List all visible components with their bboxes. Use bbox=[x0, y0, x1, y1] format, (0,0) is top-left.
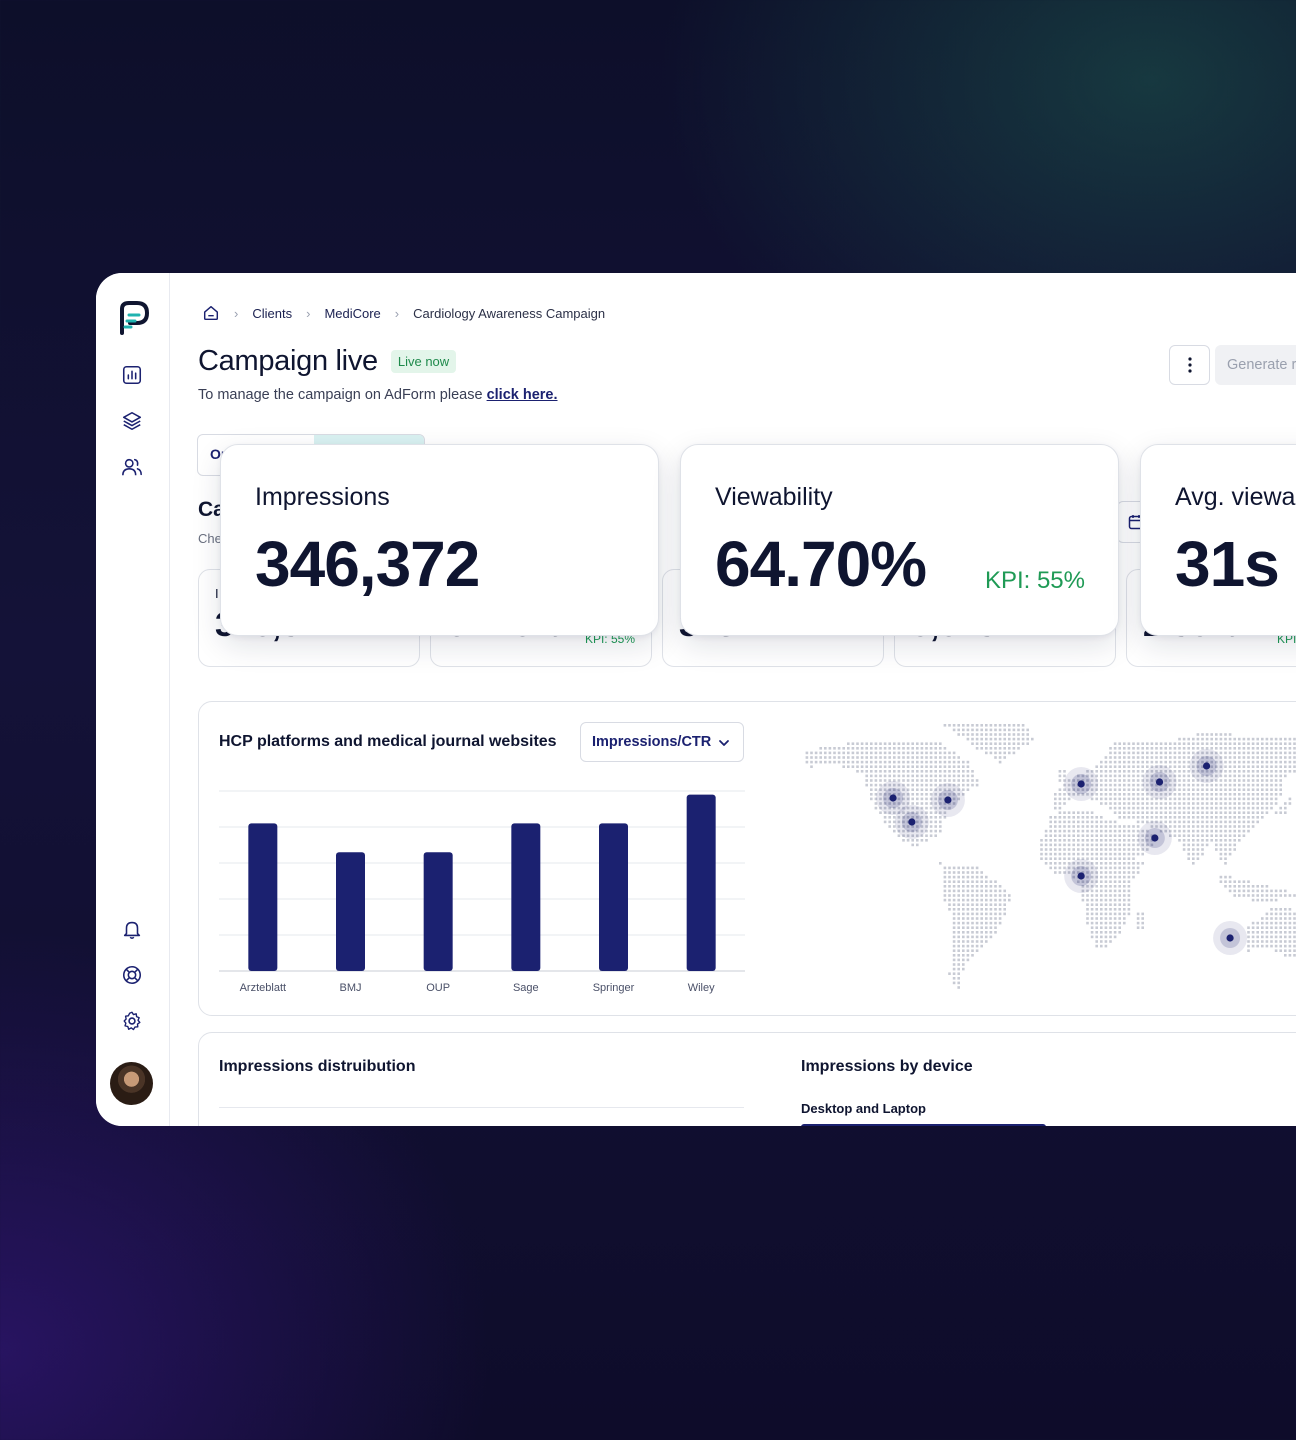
main-content: › Clients › MediCore › Cardiology Awaren… bbox=[170, 273, 1296, 1126]
dropdown-value: Impressions/CTR bbox=[592, 734, 712, 750]
brand-logo[interactable] bbox=[117, 301, 151, 335]
distribution-panel: Impressions distruibution Impressions by… bbox=[198, 1032, 1296, 1126]
platforms-panel: HCP platforms and medical journal websit… bbox=[198, 701, 1296, 1016]
stat-value: 64.70% bbox=[715, 528, 927, 600]
x-tick-label: Wiley bbox=[688, 982, 715, 994]
x-tick-label: Arzteblatt bbox=[240, 982, 286, 994]
section-subtitle: Che bbox=[198, 531, 222, 546]
bar-bmj[interactable] bbox=[336, 852, 365, 971]
breadcrumb: › Clients › MediCore › Cardiology Awaren… bbox=[202, 304, 605, 322]
chevron-down-icon bbox=[719, 740, 729, 746]
bar-springer[interactable] bbox=[599, 823, 628, 971]
device-label: Desktop and Laptop bbox=[801, 1101, 926, 1116]
gear-icon[interactable] bbox=[120, 1009, 144, 1033]
stat-label: Avg. viewa bbox=[1175, 483, 1296, 511]
map-marker[interactable] bbox=[1202, 762, 1211, 770]
breadcrumb-campaign: Cardiology Awareness Campaign bbox=[413, 305, 606, 321]
home-icon[interactable] bbox=[202, 304, 220, 322]
map-marker[interactable] bbox=[889, 794, 897, 802]
map-marker[interactable] bbox=[1155, 778, 1164, 786]
breadcrumb-clients[interactable]: Clients bbox=[252, 305, 293, 321]
adform-link[interactable]: click here. bbox=[486, 387, 558, 403]
stat-card-impressions[interactable]: Impressions 346,372 bbox=[220, 444, 659, 636]
world-map bbox=[805, 724, 1296, 989]
x-tick-label: Sage bbox=[513, 982, 539, 994]
avatar[interactable] bbox=[110, 1062, 153, 1105]
section-title: Ca bbox=[198, 498, 225, 521]
stat-value: 31s bbox=[1175, 528, 1280, 600]
stat-kpi: KPI: 55% bbox=[984, 567, 1085, 594]
chart-icon[interactable] bbox=[120, 363, 144, 387]
map-dots bbox=[805, 724, 1296, 989]
x-tick-label: Springer bbox=[593, 982, 635, 994]
sidebar bbox=[96, 273, 170, 1126]
generate-report-button[interactable]: Generate r bbox=[1215, 345, 1296, 385]
x-tick-label: BMJ bbox=[340, 982, 362, 994]
page-subtitle: To manage the campaign on AdForm please … bbox=[198, 387, 558, 403]
bar-wiley[interactable] bbox=[686, 794, 716, 971]
subtitle-text: To manage the campaign on AdForm please bbox=[198, 387, 487, 403]
breadcrumb-client[interactable]: MediCore bbox=[324, 305, 381, 321]
divider bbox=[219, 1107, 744, 1108]
map-marker[interactable] bbox=[1151, 834, 1159, 842]
users-icon[interactable] bbox=[120, 455, 144, 479]
map-marker[interactable] bbox=[1077, 780, 1085, 788]
layers-icon[interactable] bbox=[120, 409, 144, 433]
bar-arzteblatt[interactable] bbox=[248, 823, 278, 971]
bell-icon[interactable] bbox=[120, 917, 144, 941]
metric-dropdown[interactable]: Impressions/CTR bbox=[580, 722, 744, 762]
bar-sage[interactable] bbox=[511, 823, 541, 971]
chart-title: HCP platforms and medical journal websit… bbox=[219, 733, 557, 750]
chevron-right-icon: › bbox=[394, 305, 400, 321]
bar-oup[interactable] bbox=[423, 852, 453, 971]
stat-label: Impressions bbox=[255, 483, 390, 511]
chevron-right-icon: › bbox=[306, 305, 311, 321]
stat-card-viewability[interactable]: Viewability 64.70% KPI: 55% bbox=[680, 444, 1119, 636]
x-tick-label: OUP bbox=[426, 982, 450, 994]
title-row: Campaign live Live now bbox=[198, 345, 457, 378]
lifebuoy-icon[interactable] bbox=[120, 963, 144, 987]
app-window: › Clients › MediCore › Cardiology Awaren… bbox=[96, 273, 1296, 1126]
map-marker[interactable] bbox=[908, 818, 916, 826]
bar-chart: Arzteblatt BMJ OUP Sage Springer Wiley bbox=[219, 790, 745, 994]
stat-card-avg-view-time[interactable]: Avg. viewa 31s bbox=[1140, 444, 1296, 636]
map-marker[interactable] bbox=[1226, 934, 1234, 942]
map-marker[interactable] bbox=[944, 796, 952, 804]
distribution-title: Impressions distruibution bbox=[219, 1058, 416, 1075]
stat-value: 346,372 bbox=[255, 528, 480, 600]
page-title: Campaign live bbox=[198, 345, 378, 377]
kpi-card-label: I bbox=[215, 586, 219, 601]
chevron-right-icon: › bbox=[234, 305, 239, 321]
device-title: Impressions by device bbox=[801, 1058, 973, 1075]
stat-label: Viewability bbox=[715, 483, 833, 511]
more-vertical-icon bbox=[1187, 357, 1192, 373]
map-marker[interactable] bbox=[1077, 872, 1085, 880]
device-share-bar bbox=[801, 1124, 1046, 1126]
more-options-button[interactable] bbox=[1169, 345, 1210, 385]
status-badge: Live now bbox=[390, 350, 457, 373]
